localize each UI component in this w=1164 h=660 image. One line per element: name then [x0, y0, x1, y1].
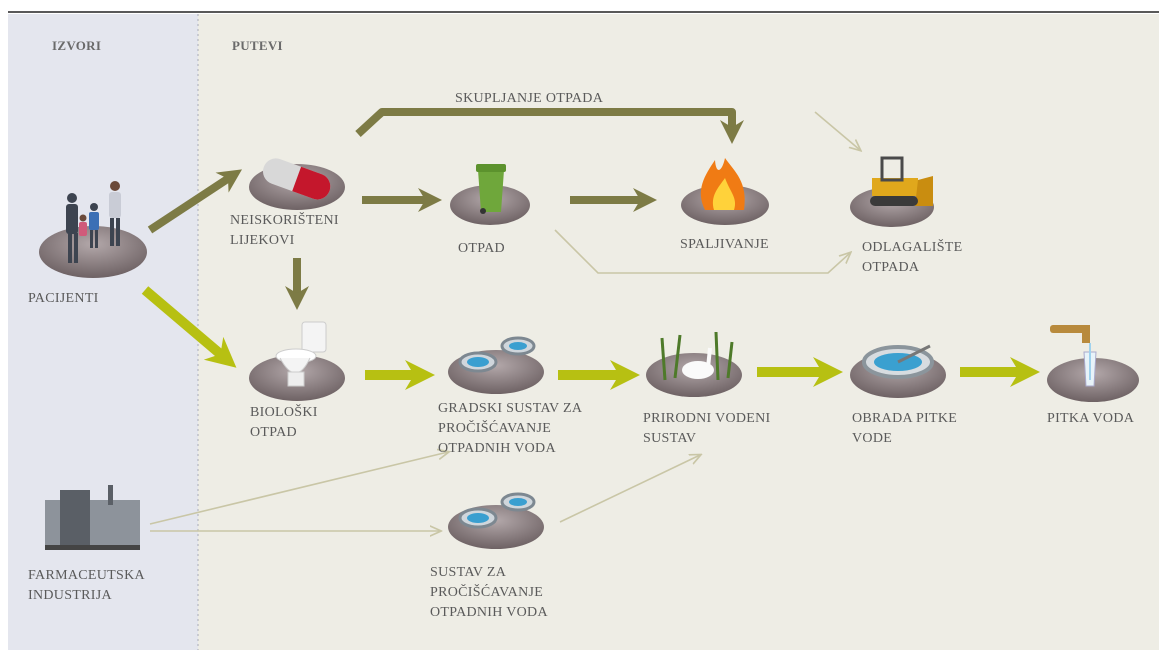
plant-icon: [864, 346, 932, 377]
node-label: PROČIŠĆAVANJE: [438, 419, 551, 436]
node-label: FARMACEUTSKA: [28, 568, 146, 583]
node-label: SUSTAV: [643, 431, 696, 446]
section-label: IZVORI: [52, 38, 101, 53]
node-label: NEISKORIŠTENI: [230, 211, 339, 228]
node-label: INDUSTRIJA: [28, 588, 112, 603]
node-label: LIJEKOVI: [230, 233, 295, 248]
node-label: OTPAD: [458, 241, 505, 256]
node-label: OTPADNIH VODA: [430, 605, 548, 620]
edge-label: SKUPLJANJE OTPADA: [455, 91, 604, 106]
node-label: SPALJIVANJE: [680, 237, 769, 252]
node-label: GRADSKI SUSTAV ZA: [438, 401, 583, 416]
page: {"sections": {"sources": "IZVORI", "path…: [0, 0, 1164, 655]
node-label: VODE: [852, 431, 892, 446]
node-label: PROČIŠĆAVANJE: [430, 583, 543, 600]
node-label: PRIRODNI VODENI: [643, 411, 771, 426]
node-label: PITKA VODA: [1047, 411, 1135, 426]
node-label: PACIJENTI: [28, 291, 99, 306]
node-label: SUSTAV ZA: [430, 565, 507, 580]
node-label: OTPADA: [862, 260, 920, 275]
node-label: OBRADA PITKE: [852, 411, 957, 426]
node-label: OTPADNIH VODA: [438, 441, 556, 456]
node-label: ODLAGALIŠTE: [862, 238, 963, 255]
diagram: IZVORI PUTEVI SKUPLJANJE OTPADA: [0, 0, 1164, 655]
node-label: BIOLOŠKI: [250, 403, 318, 420]
section-label: PUTEVI: [232, 38, 283, 53]
sources-panel: [8, 14, 198, 650]
node-label: OTPAD: [250, 425, 297, 440]
